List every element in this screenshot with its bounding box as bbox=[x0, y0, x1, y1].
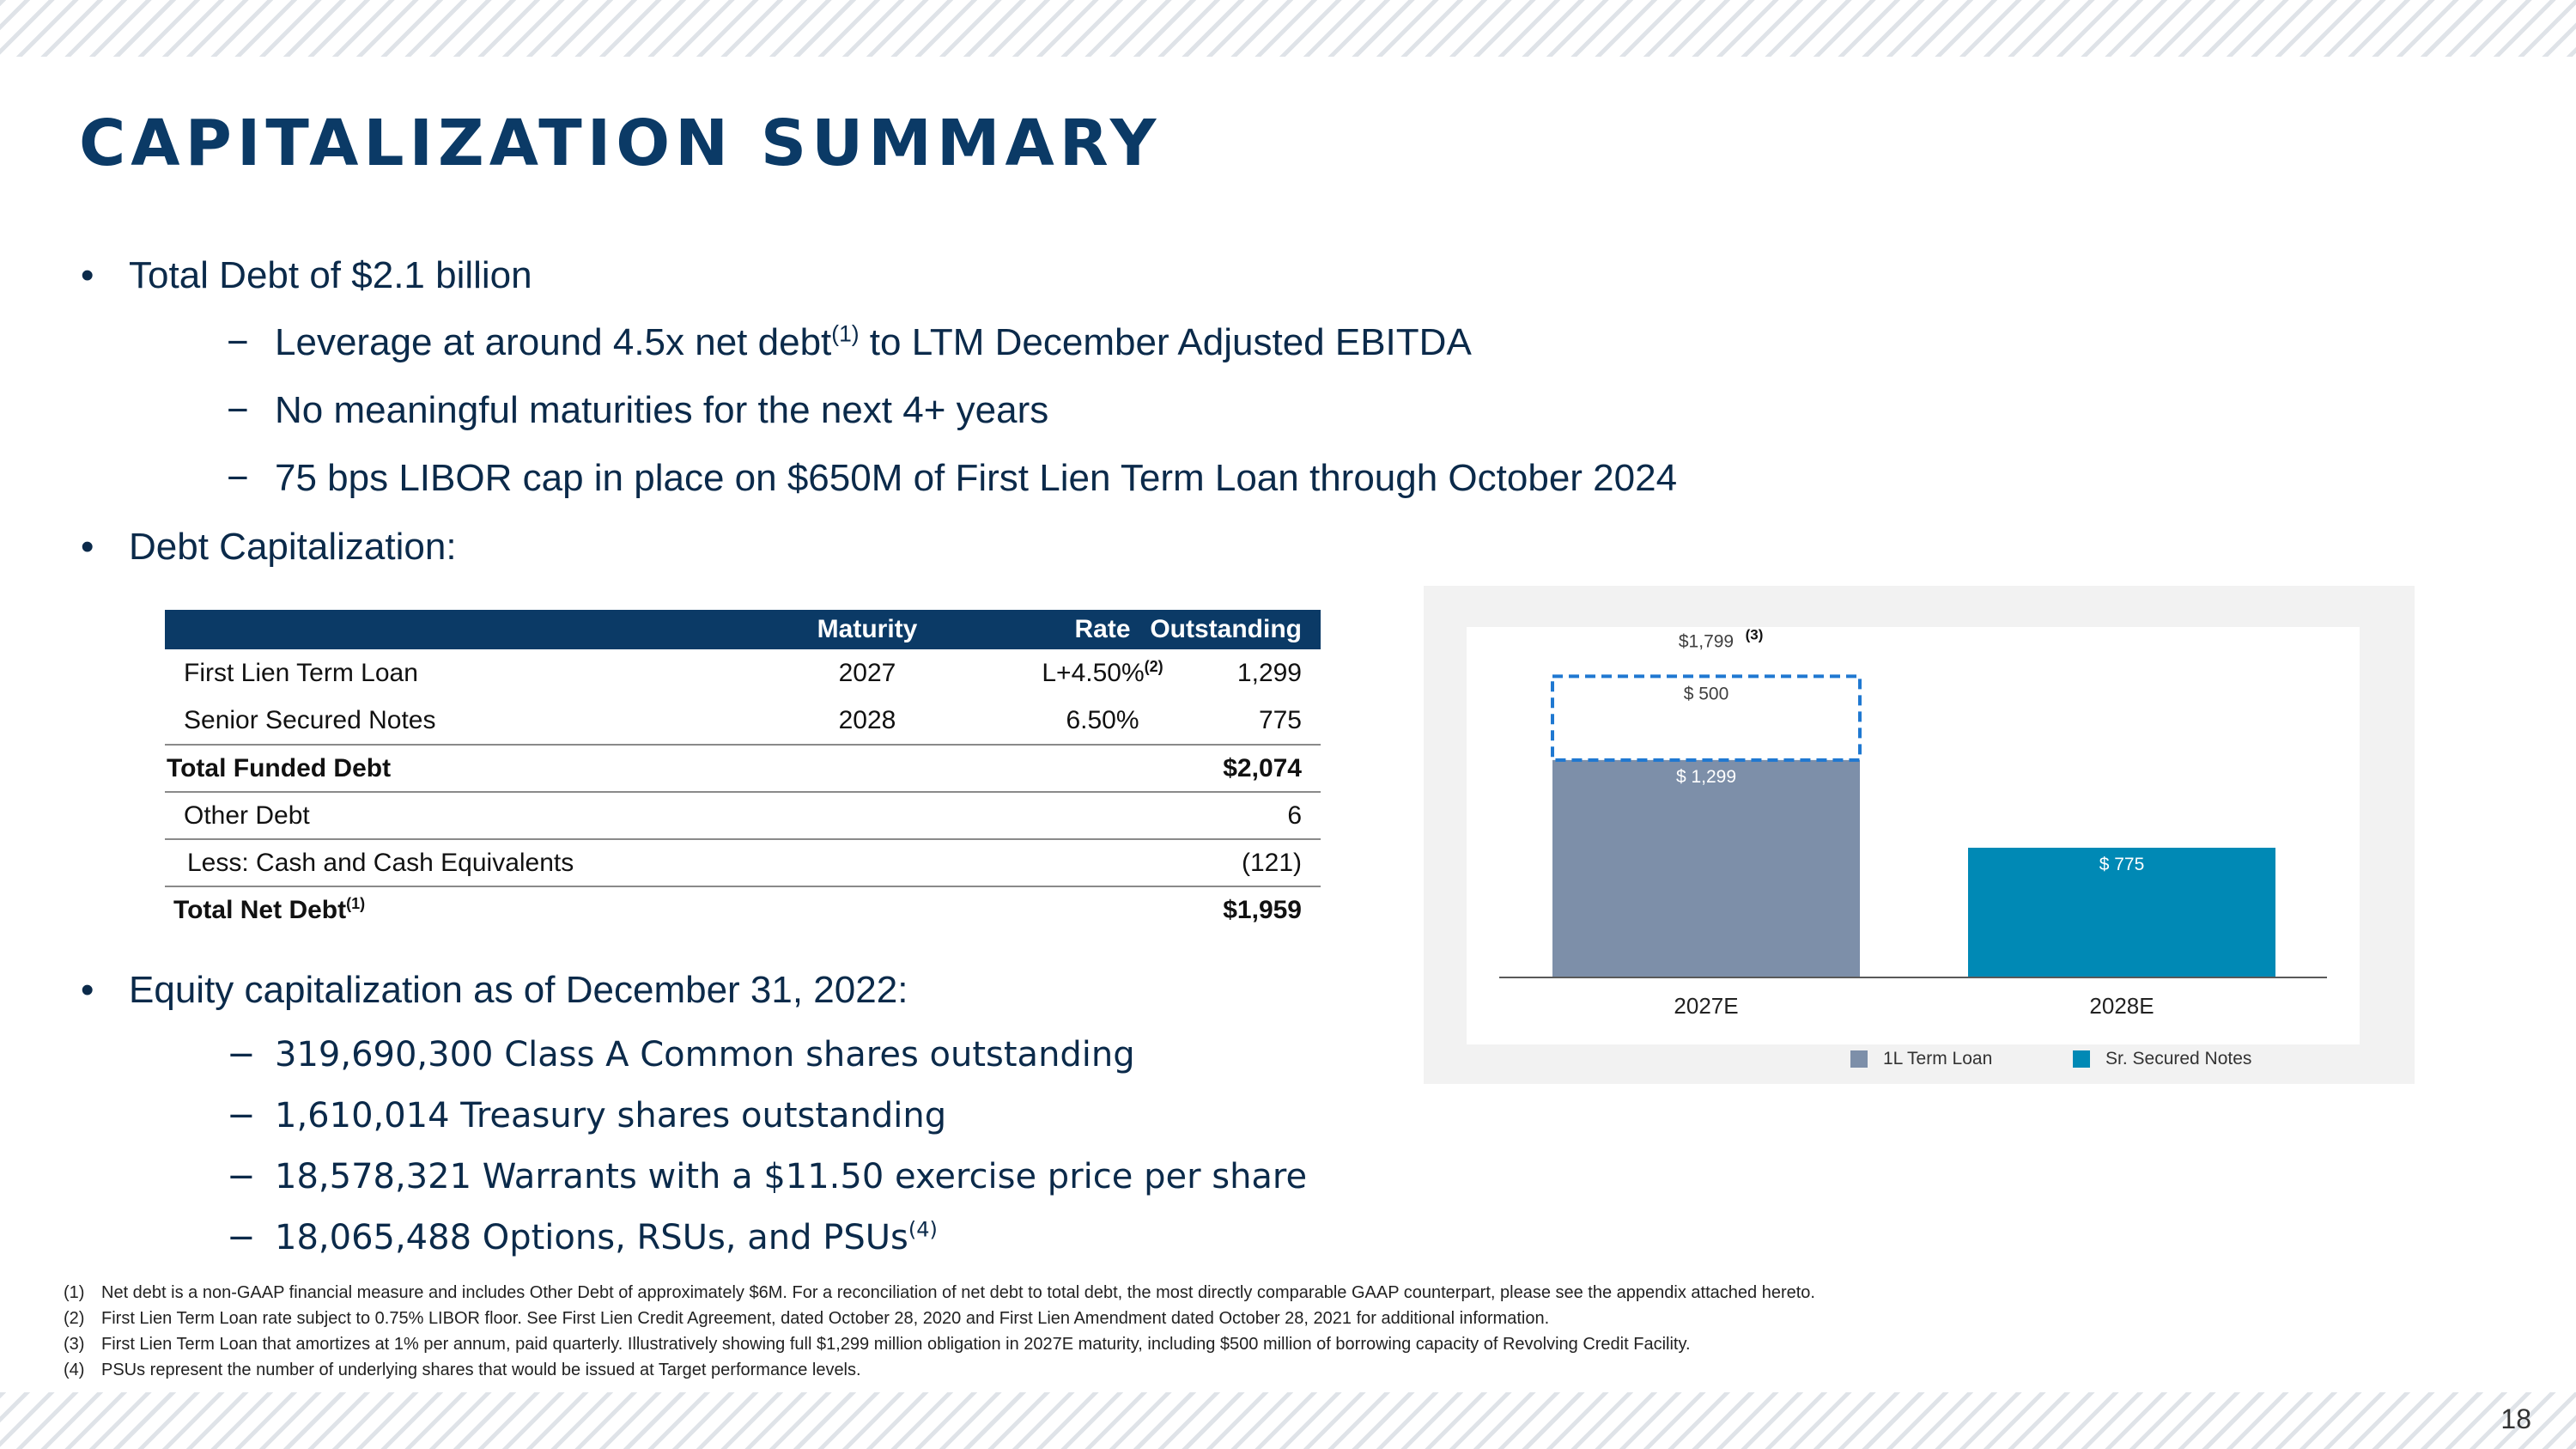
chart-area: $ 1,299 $ 775 $ 500 $1,799 (3) 2027E 2028E bbox=[1467, 627, 2360, 1044]
bar-secured-notes-2028e bbox=[1968, 847, 2275, 977]
footnote-number: (2) bbox=[64, 1309, 85, 1328]
bullet-treasury-shares: 1,610,014 Treasury shares outstanding bbox=[227, 1096, 946, 1135]
footnote: (2) First Lien Term Loan rate subject to … bbox=[64, 1306, 1815, 1331]
bullet-leverage: Leverage at around 4.5x net debt(1) to L… bbox=[227, 320, 1472, 364]
bullet-warrants: 18,578,321 Warrants with a $11.50 exerci… bbox=[227, 1157, 1307, 1196]
row-outstanding: 1,299 bbox=[1236, 658, 1302, 687]
header-maturity: Maturity bbox=[817, 615, 918, 643]
options-text: 18,065,488 Options, RSUs, and PSUs bbox=[275, 1218, 908, 1257]
data-label-revolver: $ 500 bbox=[1684, 684, 1729, 703]
legend-label: 1L Term Loan bbox=[1883, 1049, 1993, 1068]
net-debt-footnote-ref: (1) bbox=[346, 894, 366, 912]
bar-term-loan-2027e bbox=[1552, 759, 1860, 977]
table-row: Senior Secured Notes 2028 6.50% 775 bbox=[165, 697, 1321, 744]
leverage-footnote-ref: (1) bbox=[831, 320, 860, 347]
row-outstanding: 6 bbox=[1287, 801, 1302, 830]
footnote-number: (1) bbox=[64, 1283, 85, 1302]
legend-swatch-secured-notes bbox=[2073, 1050, 2090, 1068]
footnote: (1) Net debt is a non-GAAP financial meas… bbox=[64, 1280, 1815, 1306]
bullet-libor: 75 bps LIBOR cap in place on $650M of Fi… bbox=[227, 457, 1677, 500]
table-row: Other Debt 6 bbox=[165, 791, 1321, 838]
row-maturity: 2028 bbox=[838, 705, 896, 734]
bullet-maturities: No meaningful maturities for the next 4+… bbox=[227, 389, 1048, 432]
footnote-text: First Lien Term Loan that amortizes at 1… bbox=[101, 1335, 1691, 1354]
footer-stripe bbox=[0, 1392, 2576, 1449]
footnotes: (1) Net debt is a non-GAAP financial meas… bbox=[64, 1280, 1815, 1383]
row-outstanding: $2,074 bbox=[1223, 753, 1302, 782]
header-outstanding: Outstanding bbox=[1150, 615, 1302, 643]
row-rate: L+4.50%(2) bbox=[1024, 659, 1182, 688]
legend-swatch-term-loan bbox=[1850, 1050, 1868, 1068]
data-label-total-2027e: $1,799 bbox=[1679, 631, 1734, 651]
row-name: Senior Secured Notes bbox=[184, 705, 436, 734]
bullet-class-a-shares: 319,690,300 Class A Common shares outsta… bbox=[227, 1035, 1135, 1075]
bullet-total-debt: Total Debt of $2.1 billion bbox=[81, 254, 532, 297]
rate-value: L+4.50% bbox=[1042, 658, 1145, 687]
row-name: Total Funded Debt bbox=[167, 753, 392, 782]
row-rate: 6.50% bbox=[1066, 705, 1139, 734]
bullet-equity-capitalization: Equity capitalization as of December 31,… bbox=[81, 969, 908, 1012]
row-name: Other Debt bbox=[184, 801, 310, 830]
legend-item-term-loan: 1L Term Loan bbox=[1850, 1046, 1992, 1072]
leverage-text: Leverage at around 4.5x net debt bbox=[275, 321, 832, 363]
footnote-text: PSUs represent the number of underlying … bbox=[101, 1361, 861, 1379]
row-name-text: Total Net Debt bbox=[173, 895, 347, 924]
x-tick-label-2028e: 2028E bbox=[2089, 993, 2154, 1019]
table-row-total-funded: Total Funded Debt $2,074 bbox=[165, 744, 1321, 791]
row-outstanding: (121) bbox=[1241, 848, 1302, 877]
row-name: Total Net Debt(1) bbox=[173, 896, 365, 925]
row-name: First Lien Term Loan bbox=[184, 658, 418, 687]
row-maturity: 2027 bbox=[838, 658, 896, 687]
bullet-debt-capitalization: Debt Capitalization: bbox=[81, 526, 456, 569]
table-row-total-net: Total Net Debt(1) $1,959 bbox=[165, 886, 1321, 933]
header-stripe bbox=[0, 0, 2576, 57]
debt-maturity-chart: $ 1,299 $ 775 $ 500 $1,799 (3) 2027E 2028E bbox=[1499, 627, 2327, 1019]
footnote-text: Net debt is a non-GAAP financial measure… bbox=[101, 1283, 1815, 1302]
footnote-number: (3) bbox=[64, 1335, 85, 1354]
footnote-number: (4) bbox=[64, 1361, 85, 1379]
page-number: 18 bbox=[2500, 1403, 2531, 1434]
table-row: Less: Cash and Cash Equivalents (121) bbox=[165, 838, 1321, 886]
x-tick-label-2027e: 2027E bbox=[1674, 993, 1738, 1019]
row-name: Less: Cash and Cash Equivalents bbox=[187, 848, 574, 877]
legend-item-secured-notes: Sr. Secured Notes bbox=[2073, 1046, 2251, 1072]
bar-revolver-capacity-2027e bbox=[1551, 674, 1862, 762]
row-outstanding: 775 bbox=[1258, 705, 1302, 734]
debt-table-header: Maturity Rate Outstanding bbox=[165, 610, 1321, 649]
header-rate: Rate bbox=[1074, 615, 1131, 643]
data-label-total-footnote: (3) bbox=[1746, 627, 1764, 642]
footnote: (3) First Lien Term Loan that amortizes a… bbox=[64, 1331, 1815, 1357]
page-title: CAPITALIZATION SUMMARY bbox=[79, 107, 1162, 180]
data-label-secured-notes: $ 775 bbox=[2099, 855, 2145, 874]
leverage-text-end: to LTM December Adjusted EBITDA bbox=[859, 321, 1472, 363]
options-footnote-ref: (4) bbox=[908, 1217, 938, 1242]
data-label-term-loan: $ 1,299 bbox=[1676, 767, 1736, 787]
bullet-options: 18,065,488 Options, RSUs, and PSUs(4) bbox=[227, 1217, 938, 1257]
footnote: (4) PSUs represent the number of underlyi… bbox=[64, 1357, 1815, 1383]
row-outstanding: $1,959 bbox=[1223, 895, 1302, 924]
legend-label: Sr. Secured Notes bbox=[2105, 1049, 2252, 1068]
rate-footnote-ref: (2) bbox=[1144, 657, 1163, 675]
table-row: First Lien Term Loan 2027 L+4.50%(2) 1,2… bbox=[165, 649, 1321, 697]
debt-table: Maturity Rate Outstanding First Lien Ter… bbox=[165, 610, 1321, 933]
footnote-text: First Lien Term Loan rate subject to 0.7… bbox=[101, 1309, 1550, 1328]
